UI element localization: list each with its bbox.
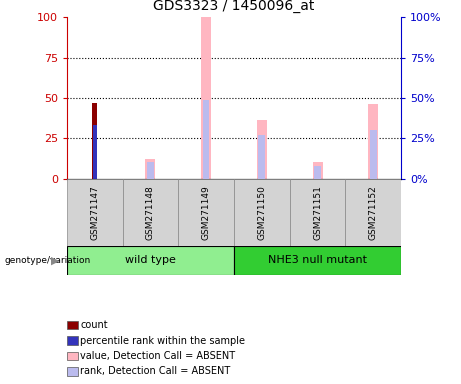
Text: GSM271151: GSM271151 <box>313 185 322 240</box>
Bar <box>93 125 97 179</box>
Text: GSM271149: GSM271149 <box>201 185 211 240</box>
Bar <box>67 321 78 329</box>
Bar <box>203 99 209 179</box>
Bar <box>370 130 377 179</box>
Bar <box>257 121 267 179</box>
Bar <box>368 104 378 179</box>
Bar <box>201 17 211 179</box>
Bar <box>145 159 155 179</box>
Text: count: count <box>81 320 108 330</box>
Text: GSM271148: GSM271148 <box>146 185 155 240</box>
Bar <box>313 162 323 179</box>
Bar <box>345 179 401 246</box>
Text: percentile rank within the sample: percentile rank within the sample <box>81 336 245 346</box>
Bar <box>67 246 234 275</box>
Bar <box>234 179 290 246</box>
Text: wild type: wild type <box>125 255 176 265</box>
Text: GSM271147: GSM271147 <box>90 185 99 240</box>
Text: genotype/variation: genotype/variation <box>5 256 91 265</box>
Bar <box>259 135 265 179</box>
Bar <box>314 166 321 179</box>
Text: GSM271150: GSM271150 <box>257 185 266 240</box>
Text: ▶: ▶ <box>51 255 59 265</box>
Text: GSM271152: GSM271152 <box>369 185 378 240</box>
Bar <box>178 179 234 246</box>
Bar <box>290 179 345 246</box>
Text: NHE3 null mutant: NHE3 null mutant <box>268 255 367 265</box>
Bar <box>92 103 97 179</box>
Title: GDS3323 / 1450096_at: GDS3323 / 1450096_at <box>153 0 315 13</box>
Bar <box>123 179 178 246</box>
Bar <box>234 246 401 275</box>
Bar <box>67 179 123 246</box>
Text: rank, Detection Call = ABSENT: rank, Detection Call = ABSENT <box>81 366 230 376</box>
Text: value, Detection Call = ABSENT: value, Detection Call = ABSENT <box>81 351 236 361</box>
Bar <box>67 336 78 345</box>
Bar <box>147 162 154 179</box>
Bar <box>67 352 78 360</box>
Bar <box>67 367 78 376</box>
